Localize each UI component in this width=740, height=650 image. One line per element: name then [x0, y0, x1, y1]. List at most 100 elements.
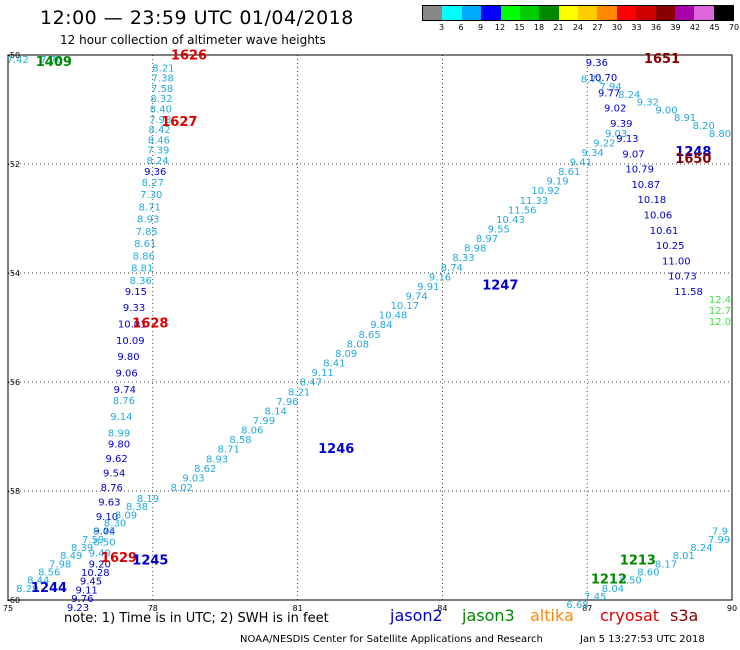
wave-height-value: 11.56: [508, 205, 537, 216]
wave-height-value: 9.34: [582, 148, 604, 159]
wave-height-value: 8.24: [146, 156, 168, 167]
wave-height-value: 8.36: [130, 276, 152, 287]
wave-height-value: 8.08: [347, 339, 369, 350]
legend-swatch: [539, 6, 559, 20]
wave-height-value: 9.45: [80, 577, 102, 588]
legend-swatch: [423, 6, 443, 20]
lon-tick-label: 84: [437, 604, 447, 613]
wave-height-value: 7.98: [49, 559, 71, 570]
wave-height-value: 7.30: [140, 190, 162, 201]
wave-height-value: 9.41: [570, 157, 592, 168]
wave-height-value: 9.04: [93, 527, 115, 538]
track-time-label: 1246: [318, 442, 354, 457]
legend-swatch: [558, 6, 578, 20]
satellite-jason2: jason2: [390, 606, 443, 625]
wave-height-value: 9.15: [125, 287, 147, 298]
wave-height-value: 10.87: [631, 180, 660, 191]
wave-height-value: 9.77: [598, 88, 620, 99]
wave-height-value: 10.73: [668, 272, 697, 283]
wave-height-value: 9.11: [312, 368, 334, 379]
track-time-label: 1212: [591, 573, 627, 588]
wave-height-value: 10.70: [589, 73, 618, 84]
map-ticks: 75 78 81 84 87 90 -50 -52 -54 -56 -58 -60: [3, 51, 737, 613]
legend-label: 45: [709, 23, 720, 32]
wave-height-value: 7.9: [712, 527, 728, 538]
track-time-label: 1627: [161, 115, 197, 130]
wave-height-value: 9.55: [488, 224, 510, 235]
legend-swatch: [500, 6, 520, 20]
wave-height-value: 9.36: [144, 167, 166, 178]
wave-height-value: 8.44: [27, 576, 49, 587]
wave-height-value: 9.39: [610, 119, 632, 130]
legend-swatch: [481, 6, 501, 20]
wave-height-value: 8.98: [464, 244, 486, 255]
map-grid: [7, 54, 733, 601]
wave-height-value: 7.39: [147, 146, 169, 157]
wave-height-value: 10.28: [81, 568, 110, 579]
wave-height-value: 8.33: [452, 253, 474, 264]
wave-height-value: 8.58: [229, 435, 251, 446]
track-time-label: 1409: [36, 55, 72, 70]
wave-height-value: 9.62: [105, 454, 127, 465]
wave-height-value: 8.65: [358, 330, 380, 341]
wave-height-value: 9.80: [117, 352, 139, 363]
wave-height-value: 9.32: [637, 98, 659, 109]
wave-height-value: 9.10: [96, 512, 118, 523]
satellite-s3a: s3a: [670, 606, 699, 625]
wave-height-value: 8.24: [690, 543, 712, 554]
wave-height-value: 8.50: [620, 576, 642, 587]
wave-height-value: 11.58: [674, 287, 703, 298]
legend-label: 18: [533, 23, 545, 32]
wave-height-value: 8.20: [693, 121, 715, 132]
wave-height-value: 9.13: [616, 134, 638, 145]
wave-height-value: 9.03: [605, 129, 627, 140]
wave-height-value: 7.38: [152, 74, 174, 85]
wave-height-value: 8.81: [131, 264, 153, 275]
wave-height-value: 8.24: [618, 90, 640, 101]
wave-height-value: 8.40: [150, 105, 172, 116]
track-time-label: 1247: [482, 278, 518, 293]
track-time-label: 1626: [171, 48, 207, 63]
wave-height-value: 9.03: [182, 473, 204, 484]
wave-height-value: 8.41: [323, 359, 345, 370]
wave-height-value: 8.47: [300, 378, 322, 389]
wave-height-value: 8.61: [558, 167, 580, 178]
wave-height-value: 9.14: [110, 412, 132, 423]
wave-height-value: 8.76: [113, 396, 135, 407]
legend-label: 6: [458, 23, 464, 32]
wave-height-value: 9.02: [604, 104, 626, 115]
wave-height-value: 7.96: [276, 397, 298, 408]
lat-tick-label: -56: [7, 378, 20, 387]
legend-label: 39: [670, 23, 681, 32]
timestamp-text: Jan 5 13:27:53 UTC 2018: [580, 634, 705, 645]
wave-height-value: 10.61: [650, 226, 679, 237]
credit-text: NOAA/NESDIS Center for Satellite Applica…: [240, 634, 543, 645]
wave-height-value: 9.19: [546, 177, 568, 188]
wave-height-value: 9.06: [116, 369, 138, 380]
wave-height-value: 8.21: [152, 63, 174, 74]
wave-height-value: 8.39: [71, 543, 93, 554]
wave-height-value: 10.06: [644, 211, 673, 222]
wave-height-value: 7.99: [708, 535, 730, 546]
wave-height-value: 8.56: [38, 567, 60, 578]
wave-height-value: 10.18: [638, 195, 667, 206]
lat-tick-label: -50: [7, 51, 20, 60]
wave-height-value: 10.79: [625, 165, 654, 176]
wave-height-value: 9.00: [655, 105, 677, 116]
legend-label: 70: [728, 23, 740, 32]
wave-height-value: 7.76: [40, 55, 62, 66]
wave-height-value: 8.97: [476, 234, 498, 245]
wave-height-value: 7.94: [600, 82, 622, 93]
wave-height-value: 8.71: [581, 74, 603, 85]
wave-height-value: 8.91: [674, 113, 696, 124]
wave-height-value: 8.50: [93, 538, 115, 549]
legend-swatches: [422, 5, 734, 21]
wave-height-value: 8.04: [602, 584, 624, 595]
wave-height-value: 9.80: [108, 439, 130, 450]
wave-height-value: 11.00: [662, 256, 691, 267]
wave-height-value: 8.61: [134, 239, 156, 250]
lon-tick-label: 87: [582, 604, 592, 613]
wave-height-value: 8.14: [265, 406, 287, 417]
wave-height-value: 9.54: [103, 468, 125, 479]
wave-height-value: 9.20: [89, 559, 111, 570]
